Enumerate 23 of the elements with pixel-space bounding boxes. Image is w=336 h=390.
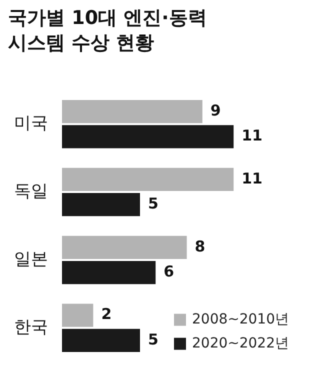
bar (62, 193, 140, 216)
data-label: 8 (194, 237, 206, 256)
bar (62, 328, 140, 352)
data-label: 5 (148, 330, 158, 348)
chart-title: 국가별 10대 엔진·동력시스템 수상 현황 (8, 6, 208, 56)
data-label: 2 (101, 305, 112, 324)
bar (62, 304, 94, 327)
data-label: 9 (210, 101, 221, 120)
legend-label: 2020~2022년 (192, 335, 289, 352)
bar (62, 125, 234, 148)
data-label: 6 (164, 262, 174, 280)
bar (62, 260, 156, 284)
y-tick-label: 한국 (14, 317, 48, 338)
bar (62, 236, 187, 259)
data-label: 5 (148, 194, 158, 212)
bar (62, 100, 202, 124)
y-tick-label: 독일 (14, 181, 48, 202)
y-tick-label: 미국 (14, 114, 48, 134)
y-tick-label: 일본 (14, 249, 48, 270)
legend-label: 2008~2010년 (192, 311, 289, 328)
bar (62, 168, 234, 192)
data-label: 11 (242, 169, 262, 188)
data-label: 11 (242, 126, 262, 145)
